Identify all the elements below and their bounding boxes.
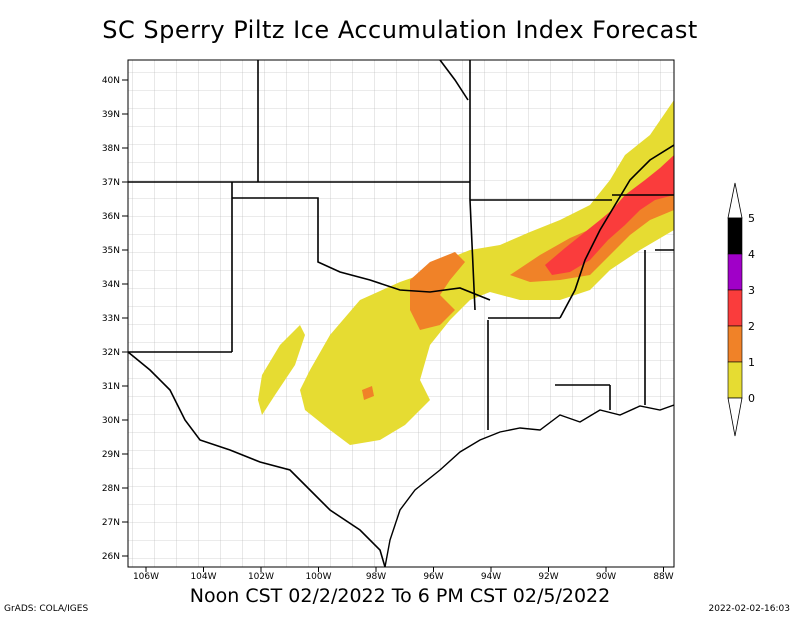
legend-arrow-top — [727, 182, 743, 219]
lon-tick-label: 92W — [538, 572, 558, 582]
issue-timestamp: 2022-02-02-16:03 — [708, 604, 791, 614]
longitude-axis: 106W 104W 102W 100W 98W 96W 94W 92W 90W 88W — [133, 567, 674, 582]
grads-credit: GrADS: COLA/IGES — [4, 604, 89, 614]
lat-tick-label: 33N — [102, 314, 120, 324]
lat-tick-label: 28N — [102, 484, 120, 494]
lon-tick-label: 90W — [596, 572, 616, 582]
legend-label-1: 1 — [748, 356, 755, 369]
lon-tick-label: 106W — [133, 572, 159, 582]
legend-label-5: 5 — [748, 212, 755, 225]
lat-tick-label: 35N — [102, 246, 120, 256]
lon-tick-label: 94W — [481, 572, 501, 582]
lat-tick-label: 36N — [102, 212, 120, 222]
lat-tick-label: 32N — [102, 348, 120, 358]
map-title: SC Sperry Piltz Ice Accumulation Index F… — [102, 16, 698, 44]
lon-tick-label: 104W — [190, 572, 216, 582]
lat-tick-label: 27N — [102, 518, 120, 528]
valid-period: Noon CST 02/2/2022 To 6 PM CST 02/5/2022 — [189, 585, 611, 607]
legend-arrow-bottom — [727, 397, 743, 437]
legend-colorbar: 5 4 3 2 1 0 — [727, 182, 755, 437]
lon-tick-label: 102W — [248, 572, 274, 582]
lat-tick-label: 37N — [102, 178, 120, 188]
legend-swatch-3 — [727, 253, 743, 291]
lon-tick-label: 88W — [653, 572, 673, 582]
legend-swatch-2 — [727, 289, 743, 327]
latitude-axis: 40N 39N 38N 37N 36N 35N 34N 33N 32N 31N 30N 29N 28N 2… — [102, 76, 128, 562]
lat-tick-label: 38N — [102, 144, 120, 154]
legend-swatch-0 — [727, 361, 743, 399]
legend-label-0: 0 — [748, 392, 755, 405]
lat-tick-label: 40N — [102, 76, 120, 86]
state-boundaries — [128, 60, 674, 567]
legend-label-4: 4 — [748, 248, 755, 261]
lat-tick-label: 29N — [102, 450, 120, 460]
lat-tick-label: 34N — [102, 280, 120, 290]
legend-swatch-4 — [727, 217, 743, 255]
gulf-coastline — [384, 404, 674, 567]
map-frame — [127, 59, 675, 568]
lon-tick-label: 98W — [366, 572, 386, 582]
lat-tick-label: 31N — [102, 382, 120, 392]
lat-tick-label: 39N — [102, 110, 120, 120]
lat-tick-label: 30N — [102, 416, 120, 426]
lon-tick-label: 96W — [423, 572, 443, 582]
legend-label-2: 2 — [748, 320, 755, 333]
lat-tick-label: 26N — [102, 552, 120, 562]
legend-swatch-1 — [727, 325, 743, 363]
legend-label-3: 3 — [748, 284, 755, 297]
lon-tick-label: 100W — [305, 572, 331, 582]
ice-index-0-1 — [258, 100, 674, 445]
